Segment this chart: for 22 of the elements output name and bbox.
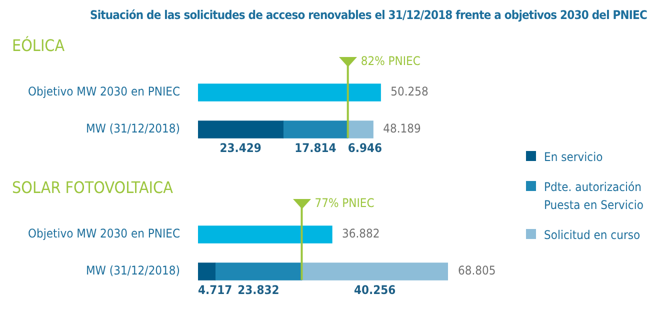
data-label: 23.832	[238, 283, 280, 298]
y-tick-label: Objetivo MW 2030 en PNIEC	[28, 84, 180, 99]
ref-line-label: 82% PNIEC	[360, 54, 420, 68]
y-tick-label: Objetivo MW 2030 en PNIEC	[28, 226, 180, 241]
total-label: 48.189	[383, 122, 421, 136]
total-label: 68.805	[458, 264, 496, 278]
data-label: 36.882	[342, 226, 380, 241]
legend-label: En servicio	[544, 149, 603, 166]
data-label: 23.429	[220, 141, 262, 156]
data-label: 40.256	[354, 283, 396, 298]
data-label: 50.258	[390, 84, 429, 99]
chart-title: Situación de las solicitudes de acceso renovables el 31/12/2018 frente a objetivos 2030 del PNIEC	[88, 8, 648, 22]
chart-title: SOLAR FOTOVOLTAICA	[12, 178, 173, 197]
data-label: 17.814	[294, 141, 337, 156]
y-tick-label: MW (31/12/2018)	[86, 122, 180, 136]
legend-label: Solicitud en curso	[544, 227, 640, 244]
data-label: 4.717	[198, 283, 232, 298]
y-tick-label: MW (31/12/2018)	[86, 264, 180, 278]
legend-label: Pdte. autorización Puesta en Servicio	[544, 179, 644, 214]
text: EÓLICA	[12, 36, 66, 55]
data-label: 6.946	[348, 141, 382, 156]
ref-line-label: 77% PNIEC	[314, 196, 374, 210]
